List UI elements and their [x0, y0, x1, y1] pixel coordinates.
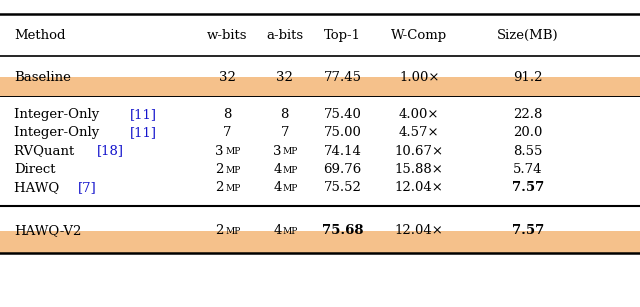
Text: 7.57: 7.57	[512, 181, 544, 194]
Text: 4: 4	[273, 163, 282, 176]
Text: MP: MP	[225, 166, 241, 175]
Text: Baseline: Baseline	[14, 71, 71, 84]
Text: RVQuant: RVQuant	[14, 145, 79, 157]
Text: 2: 2	[216, 224, 224, 237]
Text: MP: MP	[283, 147, 298, 157]
Text: 91.2: 91.2	[513, 71, 543, 84]
Text: [11]: [11]	[129, 108, 157, 121]
Text: Size(MB): Size(MB)	[497, 29, 559, 42]
Text: MP: MP	[283, 166, 298, 175]
Text: 8: 8	[280, 108, 289, 121]
Text: HAWQ: HAWQ	[14, 181, 63, 194]
Text: 4: 4	[273, 224, 282, 237]
Text: 8.55: 8.55	[513, 145, 543, 157]
Text: HAWQ-V2: HAWQ-V2	[14, 224, 81, 237]
Text: MP: MP	[225, 227, 241, 236]
Text: Method: Method	[14, 29, 65, 42]
Text: 75.52: 75.52	[323, 181, 362, 194]
Text: MP: MP	[283, 184, 298, 193]
Text: Integer-Only: Integer-Only	[14, 108, 104, 121]
Text: 7: 7	[280, 126, 289, 139]
Text: a-bits: a-bits	[266, 29, 303, 42]
Text: 15.88×: 15.88×	[395, 163, 444, 176]
Text: W-Comp: W-Comp	[391, 29, 447, 42]
Text: 1.00×: 1.00×	[399, 71, 440, 84]
Text: 10.67×: 10.67×	[395, 145, 444, 157]
Text: 2: 2	[216, 181, 224, 194]
Text: 75.40: 75.40	[323, 108, 362, 121]
Text: [11]: [11]	[129, 126, 157, 139]
Text: 12.04×: 12.04×	[395, 181, 444, 194]
Text: 5.74: 5.74	[513, 163, 543, 176]
Text: 75.68: 75.68	[322, 224, 363, 237]
Text: MP: MP	[225, 184, 241, 193]
Text: MP: MP	[283, 227, 298, 236]
Text: Direct: Direct	[14, 163, 56, 176]
Text: 3: 3	[273, 145, 282, 157]
Text: 7: 7	[223, 126, 232, 139]
Text: 69.76: 69.76	[323, 163, 362, 176]
Text: 22.8: 22.8	[513, 108, 543, 121]
Text: MP: MP	[225, 147, 241, 157]
Text: 20.0: 20.0	[513, 126, 543, 139]
Text: 32: 32	[219, 71, 236, 84]
Text: 4.00×: 4.00×	[399, 108, 440, 121]
Text: 7.57: 7.57	[512, 224, 544, 237]
Text: 12.04×: 12.04×	[395, 224, 444, 237]
Text: [18]: [18]	[97, 145, 124, 157]
Text: 32: 32	[276, 71, 293, 84]
Text: 74.14: 74.14	[323, 145, 362, 157]
Text: Top-1: Top-1	[324, 29, 361, 42]
Text: w-bits: w-bits	[207, 29, 248, 42]
Text: [7]: [7]	[78, 181, 97, 194]
Bar	[0, 77, 640, 96]
Bar	[0, 231, 640, 253]
Text: 3: 3	[216, 145, 224, 157]
Text: 77.45: 77.45	[323, 71, 362, 84]
Text: 2: 2	[216, 163, 224, 176]
Text: Integer-Only: Integer-Only	[14, 126, 104, 139]
Text: 4.57×: 4.57×	[399, 126, 440, 139]
Text: 4: 4	[273, 181, 282, 194]
Text: 75.00: 75.00	[323, 126, 362, 139]
Text: 8: 8	[223, 108, 232, 121]
